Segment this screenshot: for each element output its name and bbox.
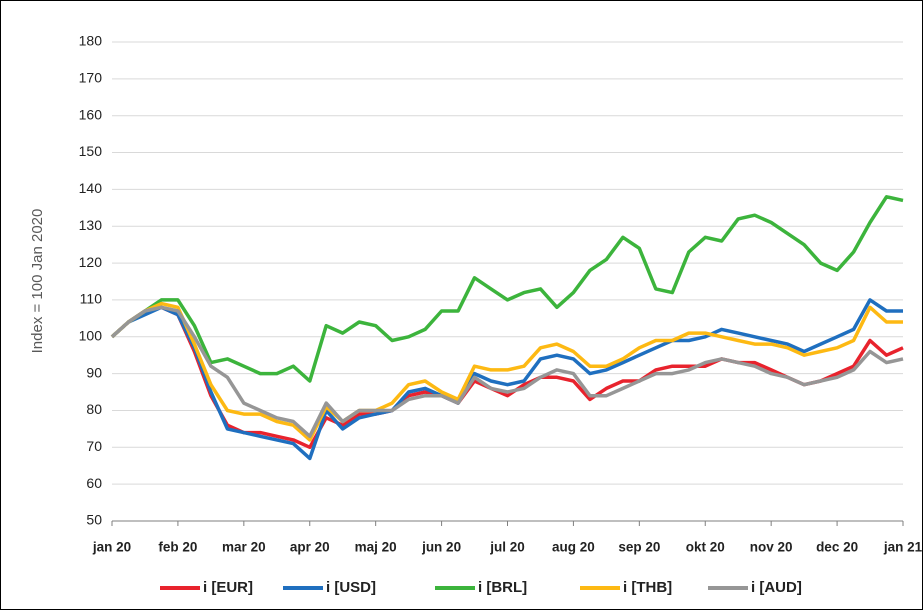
series-line xyxy=(110,305,904,439)
x-tick-label: apr 20 xyxy=(290,540,330,555)
x-tick-label: dec 20 xyxy=(816,540,858,555)
x-tick-label: okt 20 xyxy=(686,540,725,555)
series-line xyxy=(110,301,903,442)
series-line xyxy=(110,195,904,383)
y-tick-label: 120 xyxy=(79,254,103,270)
x-tick-label: feb 20 xyxy=(158,540,197,555)
legend-label: i [EUR] xyxy=(203,579,253,596)
y-tick-label: 70 xyxy=(86,438,102,454)
y-tick-label: 60 xyxy=(86,475,102,491)
series-line xyxy=(110,298,903,461)
x-tick-label: jul 20 xyxy=(489,540,525,555)
x-tick-label: aug 20 xyxy=(552,540,595,555)
y-tick-label: 180 xyxy=(79,33,103,49)
legend-label: i [USD] xyxy=(326,579,376,596)
y-tick-label: 110 xyxy=(80,291,103,307)
legend-label: i [AUD] xyxy=(751,579,802,596)
y-tick-label: 160 xyxy=(79,106,103,122)
y-tick-label: 170 xyxy=(79,70,103,86)
y-axis-label: Index = 100 Jan 2020 xyxy=(29,209,46,354)
legend-label: i [BRL] xyxy=(478,579,527,596)
x-tick-label: jan 21 xyxy=(883,540,923,555)
x-tick-label: jun 20 xyxy=(421,540,461,555)
y-tick-label: 100 xyxy=(79,327,103,343)
x-tick-label: jan 20 xyxy=(92,540,131,555)
x-tick-label: mar 20 xyxy=(222,540,266,555)
y-tick-label: 140 xyxy=(79,180,103,196)
y-tick-label: 80 xyxy=(86,401,102,417)
y-tick-label: 130 xyxy=(79,217,103,233)
y-tick-label: 150 xyxy=(79,143,103,159)
x-tick-label: maj 20 xyxy=(355,540,397,555)
y-tick-label: 50 xyxy=(86,512,102,528)
legend-label: i [THB] xyxy=(623,579,672,596)
x-tick-label: sep 20 xyxy=(618,540,660,555)
y-tick-label: 90 xyxy=(86,364,102,380)
x-tick-label: nov 20 xyxy=(750,540,793,555)
